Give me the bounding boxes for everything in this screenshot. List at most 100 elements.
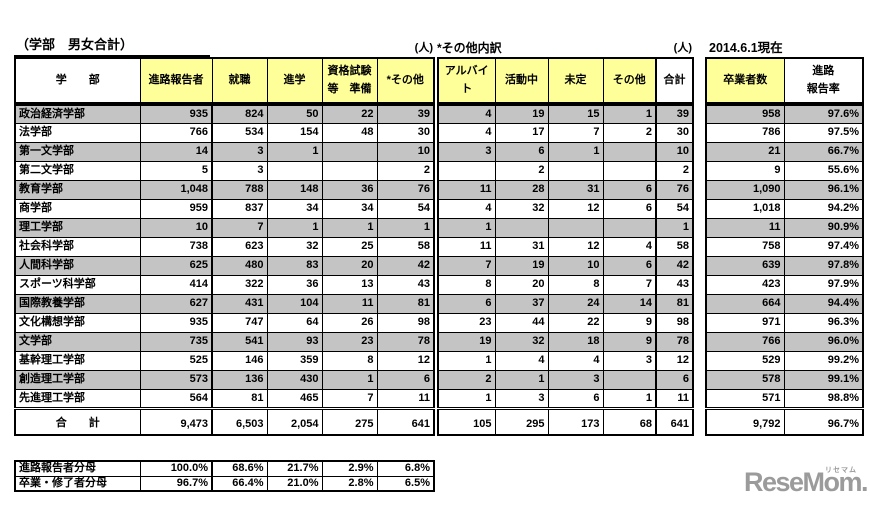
table-row: 先進理工学部 564 81 465 7 11 (14, 388, 435, 409)
table-cell: 3 (211, 141, 268, 162)
table-cell: 17 (494, 122, 549, 143)
percent-row: 進路報告者分母 100.0% 68.6% 21.7% 2.9% 6.8% (14, 460, 435, 477)
table-cell: 105 (437, 406, 496, 436)
table-cell: 4 (494, 350, 549, 371)
table-cell (547, 217, 604, 238)
table-cell: 21.0% (266, 475, 323, 492)
total-row: 105 295 173 68 641 (437, 406, 694, 436)
table-cell: 12 (655, 350, 694, 371)
col-header-graduates: 卒業者数 (705, 57, 785, 106)
graduates-table: 卒業者数 進路 報告率 958 97.6% 786 97.5% 21 66.7% 9 55.6… (705, 57, 864, 436)
table-cell: 81 (655, 293, 694, 314)
faculty-label: 法学部 (14, 122, 141, 143)
table-row: 第一文学部 14 3 1 10 (14, 141, 435, 162)
table-cell: 7 (321, 388, 378, 409)
table-row: 21 66.7% (705, 141, 864, 162)
table-cell: 55.6% (783, 160, 864, 181)
table-cell: 97.6% (783, 103, 864, 124)
table-cell: 10 (376, 141, 435, 162)
table-header: 卒業者数 進路 報告率 (705, 57, 864, 106)
header-row: 卒業者数 進路 報告率 (705, 57, 864, 106)
table-cell: 2 (602, 122, 657, 143)
table-cell: 97.8% (783, 255, 864, 276)
table-cell: 14 (602, 293, 657, 314)
col-header-employment: 就職 (211, 57, 268, 106)
table-cell: 735 (139, 331, 213, 352)
unit-label-other: (人) (673, 42, 692, 54)
table-cell: 11 (437, 179, 496, 200)
table-cell: 9 (602, 312, 657, 333)
table-footer: 9,792 96.7% (705, 406, 864, 436)
table-cell: 94.4% (783, 293, 864, 314)
total-label: 合 計 (14, 406, 141, 436)
table-cell (602, 217, 657, 238)
table-row: 1,090 96.1% (705, 179, 864, 200)
page-title: （学部 男女合計） (14, 34, 210, 57)
table-cell: 639 (705, 255, 785, 276)
table-cell (602, 141, 657, 162)
table-cell: 148 (266, 179, 323, 200)
table-cell: 81 (376, 293, 435, 314)
table-cell: 19 (437, 331, 496, 352)
table-cell: 1 (655, 217, 694, 238)
table-cell: 1 (321, 369, 378, 390)
table-cell: 78 (376, 331, 435, 352)
table-cell: 959 (139, 198, 213, 219)
other-breakdown-title: *その他内訳 (437, 41, 502, 55)
col-header-faculty: 学 部 (14, 57, 141, 106)
table-cell: 6 (494, 141, 549, 162)
table-cell: 12 (547, 198, 604, 219)
resemom-logo-text: ReseMom. (744, 467, 869, 497)
table-row: 766 96.0% (705, 331, 864, 352)
table-cell: 32 (494, 331, 549, 352)
table-cell: 21 (705, 141, 785, 162)
faculty-label: 人間科学部 (14, 255, 141, 276)
table-cell: 6 (602, 198, 657, 219)
table-cell: 788 (211, 179, 268, 200)
table-cell: 76 (376, 179, 435, 200)
table-cell: 625 (139, 255, 213, 276)
table-cell: 1 (602, 103, 657, 124)
table-cell: 104 (266, 293, 323, 314)
table-cell (321, 141, 378, 162)
table-row: 第二文学部 5 3 2 (14, 160, 435, 181)
table-cell: 11 (321, 293, 378, 314)
table-cell: 93 (266, 331, 323, 352)
table-row: 商学部 959 837 34 34 54 (14, 198, 435, 219)
table-row: 23 44 22 9 98 (437, 312, 694, 333)
faculty-label: 商学部 (14, 198, 141, 219)
table-body: 進路報告者分母 100.0% 68.6% 21.7% 2.9% 6.8% 卒業・修了者分母 9… (14, 460, 435, 492)
faculty-label: 第二文学部 (14, 160, 141, 181)
table-cell: 7 (211, 217, 268, 238)
table-row: 文化構想学部 935 747 64 26 98 (14, 312, 435, 333)
table-cell: 578 (705, 369, 785, 390)
table-cell: 37 (494, 293, 549, 314)
table-cell: 54 (655, 198, 694, 219)
table-cell: 7 (602, 274, 657, 295)
table-cell: 322 (211, 274, 268, 295)
table-row: 6 37 24 14 81 (437, 293, 694, 314)
faculty-label: 国際教養学部 (14, 293, 141, 314)
table-cell: 48 (321, 122, 378, 143)
table-cell: 96.1% (783, 179, 864, 200)
table-row: 人間科学部 625 480 83 20 42 (14, 255, 435, 276)
table-cell: 30 (376, 122, 435, 143)
table-cell: 1 (437, 350, 496, 371)
table-cell: 11 (437, 236, 496, 257)
table-cell: 275 (321, 406, 378, 436)
table-cell: 3 (547, 369, 604, 390)
faculty-label: 社会科学部 (14, 236, 141, 257)
faculty-label: 理工学部 (14, 217, 141, 238)
table-cell: 8 (547, 274, 604, 295)
total-row: 合 計 9,473 6,503 2,054 275 641 (14, 406, 435, 436)
header-row: アルバイト 活動中 未定 その他 合計 (437, 57, 694, 106)
col-header-career-reporters: 進路報告者 (139, 57, 213, 106)
table-row: 958 97.6% (705, 103, 864, 124)
table-row: 3 6 1 10 (437, 141, 694, 162)
table-cell (547, 160, 604, 181)
table-cell: 13 (321, 274, 378, 295)
table-cell: 78 (655, 331, 694, 352)
faculty-label: 文学部 (14, 331, 141, 352)
header-row: 学 部 進路報告者 就職 進学 資格試験 等 準備 *その他 (14, 57, 435, 106)
